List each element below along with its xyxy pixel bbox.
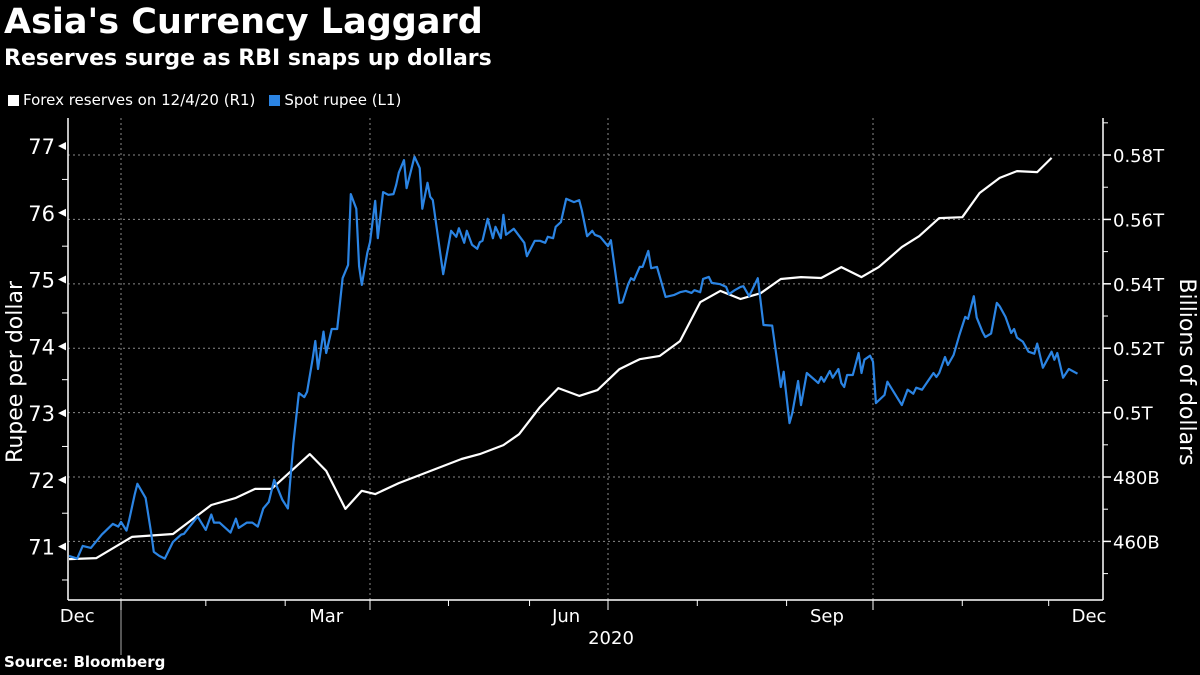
y-left-tick [58, 275, 66, 284]
y-left-tick-label: 75 [28, 269, 55, 293]
y-left-tick-label: 76 [28, 202, 55, 226]
y-right-tick-label: 480B [1113, 468, 1160, 489]
y-left-tick [58, 342, 66, 351]
forex-reserves-series-line [68, 157, 1053, 561]
chart-title: Asia's Currency Laggard [4, 2, 483, 42]
legend-swatch-blue [269, 94, 281, 106]
legend-label: Spot rupee (L1) [284, 91, 402, 109]
x-tick-label: Sep [810, 606, 844, 627]
x-axis-year-label: 2020 [588, 628, 634, 649]
y-left-tick-label: 71 [28, 536, 55, 560]
legend-swatch-white [8, 94, 19, 106]
y-left-tick [58, 475, 66, 484]
x-tick-label: Jun [551, 606, 580, 627]
x-tick-label: Mar [309, 606, 344, 627]
y-right-tick-label: 0.52T [1113, 339, 1165, 360]
spot-rupee-series-line [68, 155, 1079, 560]
source-note: Source: Bloomberg [4, 653, 166, 671]
y-right-axis-label: Billions of dollars [1174, 278, 1199, 465]
y-left-tick-label: 77 [28, 135, 55, 159]
legend-item-forex-reserves: Forex reserves on 12/4/20 (R1) [8, 91, 255, 109]
y-left-axis-label: Rupee per dollar [3, 280, 28, 463]
y-right-tick-label: 0.5T [1113, 404, 1154, 425]
y-left-tick [58, 208, 66, 217]
y-left-tick [58, 409, 66, 418]
y-left-tick-label: 72 [28, 469, 55, 493]
legend-label: Forex reserves on 12/4/20 (R1) [23, 91, 256, 109]
legend-item-spot-rupee: Spot rupee (L1) [269, 91, 401, 109]
y-right-tick-label: 460B [1113, 532, 1160, 553]
y-right-tick-label: 0.58T [1113, 146, 1165, 167]
y-left-tick-label: 73 [28, 402, 55, 426]
y-right-tick-label: 0.54T [1113, 275, 1165, 296]
y-left-tick [58, 542, 66, 551]
chart-subtitle: Reserves surge as RBI snaps up dollars [4, 46, 492, 71]
x-tick-label: Dec [60, 606, 95, 627]
y-left-tick-label: 74 [28, 335, 55, 359]
y-left-tick [58, 142, 66, 151]
legend: Forex reserves on 12/4/20 (R1) Spot rupe… [8, 91, 401, 109]
y-right-tick-label: 0.56T [1113, 210, 1165, 231]
x-tick-label: Dec [1072, 606, 1107, 627]
